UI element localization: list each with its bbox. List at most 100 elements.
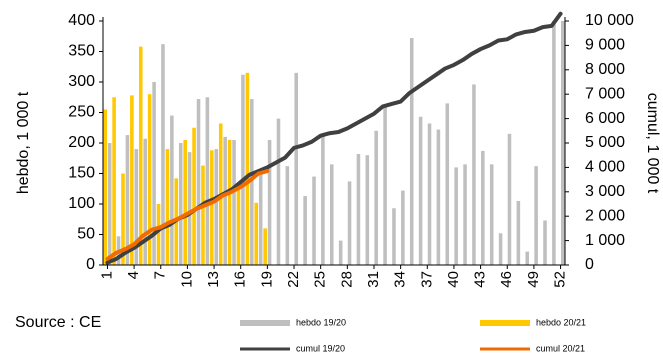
bar	[245, 72, 250, 265]
bar	[267, 139, 272, 265]
bar	[223, 136, 227, 265]
bar	[454, 167, 458, 265]
bar	[498, 233, 503, 265]
y2-tick-label: 7 000	[585, 85, 625, 102]
bar	[276, 118, 281, 265]
bar	[383, 105, 387, 266]
bar	[463, 164, 467, 265]
bar	[338, 240, 343, 265]
bar	[534, 166, 538, 265]
bar	[143, 138, 147, 265]
bar	[472, 84, 476, 265]
y2-axis-label: cumul, 1 000 t	[644, 93, 661, 194]
line	[105, 169, 270, 261]
bar	[107, 143, 112, 265]
bar	[374, 130, 378, 265]
bar	[401, 190, 405, 265]
bar	[152, 82, 156, 265]
bar	[525, 251, 530, 265]
x-tick-label: 34	[392, 271, 409, 288]
bar	[165, 149, 170, 265]
bar	[418, 116, 423, 266]
bar	[210, 150, 214, 265]
x-tick-label: 37	[418, 271, 435, 288]
x-tick-label: 52	[552, 271, 569, 288]
x-tick-label: 10	[178, 271, 195, 288]
x-tick-label: 31	[365, 271, 382, 288]
y-tick-label: 200	[68, 134, 95, 151]
bar	[121, 173, 125, 265]
x-tick-label: 43	[472, 271, 489, 288]
y-tick-label: 300	[68, 73, 95, 90]
bar	[125, 135, 130, 265]
bar	[112, 97, 116, 265]
bar	[241, 74, 245, 266]
bar	[192, 127, 196, 265]
x-tick-label: 13	[205, 271, 222, 288]
bar	[436, 129, 441, 265]
bar	[427, 123, 432, 265]
bar	[321, 136, 325, 265]
y2-tick-label: 0	[585, 256, 594, 273]
y2-tick-label: 3 000	[585, 183, 625, 200]
bar	[227, 139, 232, 265]
x-tick-label: 25	[312, 271, 329, 288]
bar	[263, 228, 267, 265]
bar	[232, 139, 236, 265]
x-tick-label: 16	[232, 271, 249, 288]
legend-label: hebdo 20/21	[536, 317, 586, 327]
bar	[552, 21, 556, 265]
bar	[285, 166, 290, 265]
bar	[543, 220, 547, 265]
bar	[294, 72, 299, 265]
bar	[489, 164, 494, 265]
y-tick-label: 100	[68, 195, 95, 212]
bar	[170, 115, 174, 265]
x-tick-label: 46	[498, 271, 515, 288]
bar	[236, 185, 241, 265]
bar	[161, 44, 165, 266]
bar	[201, 165, 205, 265]
x-tick-label: 28	[338, 271, 355, 288]
x-tick-label: 40	[445, 271, 462, 288]
x-tick-label: 22	[285, 271, 302, 288]
bar	[183, 139, 187, 265]
bar	[445, 103, 450, 265]
legend-label: cumul 20/21	[536, 343, 585, 353]
bar	[103, 109, 107, 265]
bar	[214, 149, 219, 265]
y2-tick-label: 5 000	[585, 134, 625, 151]
x-tick-label: 1	[98, 271, 115, 279]
legend-label: cumul 19/20	[296, 343, 345, 353]
y2-tick-label: 1 000	[585, 232, 625, 249]
bar	[561, 21, 565, 265]
bar	[250, 99, 254, 265]
bar	[507, 133, 512, 265]
bar	[196, 99, 201, 265]
bar	[392, 208, 396, 265]
y2-tick-label: 4 000	[585, 159, 625, 176]
bar	[138, 46, 143, 266]
y-tick-label: 0	[86, 256, 95, 273]
y2-tick-label: 9 000	[585, 37, 625, 54]
bar	[481, 150, 485, 265]
bar	[178, 143, 183, 265]
bar	[130, 95, 134, 265]
y2-tick-label: 6 000	[585, 110, 625, 127]
source: Source : CE	[15, 314, 101, 331]
bar	[156, 204, 161, 265]
bar	[330, 164, 334, 265]
bar	[147, 94, 152, 265]
y-tick-label: 400	[68, 12, 95, 29]
bar	[347, 181, 352, 265]
bar	[187, 152, 192, 265]
bar	[258, 173, 263, 265]
y-tick-label: 350	[68, 43, 95, 60]
bar	[205, 97, 210, 265]
x-tick-label: 19	[258, 271, 275, 288]
y2-tick-label: 2 000	[585, 207, 625, 224]
bar	[516, 200, 521, 265]
y-tick-label: 150	[68, 165, 95, 182]
x-tick-label: 4	[125, 271, 142, 279]
